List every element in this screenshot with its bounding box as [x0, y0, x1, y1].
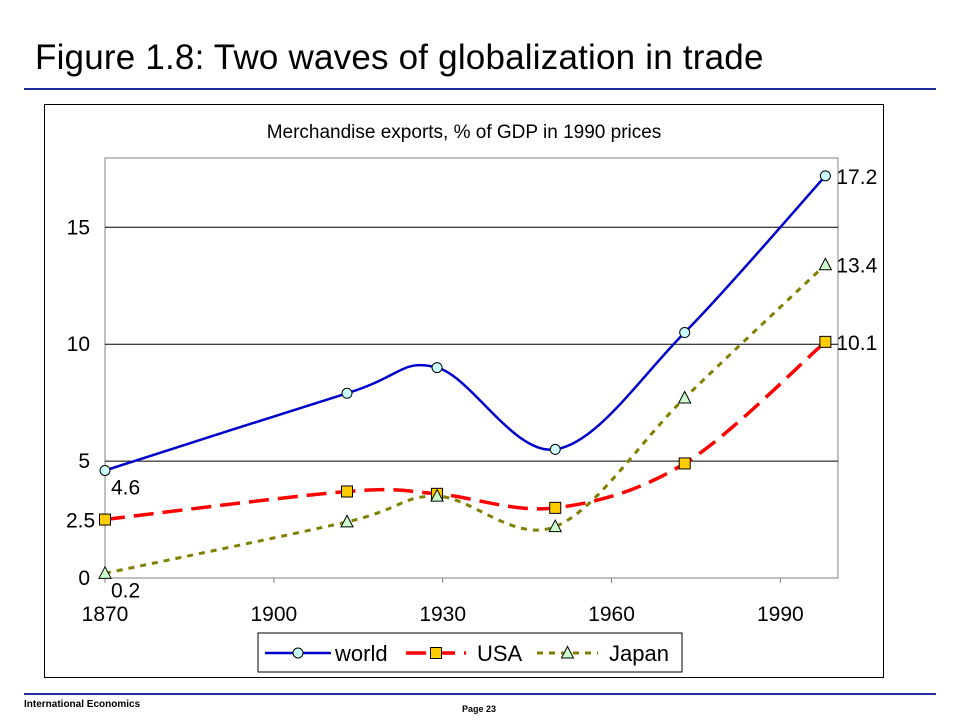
data-point-japan [98, 565, 112, 579]
title-divider [24, 88, 936, 90]
data-point-world [99, 464, 111, 476]
x-tick-label: 1870 [82, 603, 129, 626]
data-point-world [549, 443, 561, 455]
x-tick-label: 1990 [757, 603, 804, 626]
data-point-usa [341, 485, 354, 498]
legend-marker-usa [430, 647, 442, 659]
x-tick-label: 1960 [588, 603, 635, 626]
legend-label-usa: USA [477, 641, 523, 666]
gridlines [105, 226, 838, 462]
legend-marker-world [292, 647, 304, 659]
x-tick-label: 1900 [250, 603, 297, 626]
data-label: 13.4 [836, 255, 877, 278]
footer-page-number: Page 23 [462, 704, 497, 714]
data-point-usa [549, 501, 562, 514]
series-line-japan [104, 263, 827, 575]
data-point-japan [818, 257, 833, 271]
axis-ticks: 1870 1900 1930 1960 1990 0 5 10 15 [67, 216, 804, 626]
data-point-japan [430, 488, 444, 502]
legend: world USA Japan [257, 632, 683, 673]
data-label: 2.5 [66, 510, 95, 533]
footer-divider [24, 693, 936, 695]
y-tick-label: 10 [67, 333, 90, 356]
data-point-usa [819, 335, 832, 348]
data-point-world [341, 387, 353, 399]
chart-title: Merchandise exports, % of GDP in 1990 pr… [267, 122, 662, 143]
y-tick-label: 5 [78, 450, 90, 473]
legend-label-world: world [334, 641, 388, 666]
data-point-world [431, 362, 443, 374]
series-line-world [104, 175, 827, 472]
data-label: 4.6 [111, 476, 140, 499]
slide-title: Figure 1.8: Two waves of globalization i… [35, 38, 764, 77]
plot-area [104, 157, 839, 579]
data-point-usa [678, 457, 691, 470]
data-label: 10.1 [836, 332, 877, 355]
series-line-usa [104, 340, 827, 522]
data-annotations: 17.2 13.4 10.1 4.6 2.5 0.2 [66, 166, 878, 602]
data-label: 0.2 [111, 579, 140, 602]
y-tick-label: 0 [78, 567, 90, 590]
data-point-world [679, 327, 691, 339]
legend-label-japan: Japan [609, 641, 669, 666]
data-point-japan [548, 518, 563, 533]
chart-frame [44, 104, 884, 678]
data-point-japan [340, 514, 354, 528]
data-point-world [819, 170, 831, 182]
data-point-usa [99, 513, 111, 526]
series-lines [104, 175, 827, 575]
footer-course-name: International Economics [24, 699, 141, 710]
data-label: 17.2 [836, 166, 877, 189]
data-point-japan [677, 390, 692, 404]
y-tick-label: 15 [67, 216, 90, 239]
legend-marker-japan [560, 645, 575, 659]
x-tick-label: 1930 [419, 603, 466, 626]
series-markers [98, 170, 833, 579]
